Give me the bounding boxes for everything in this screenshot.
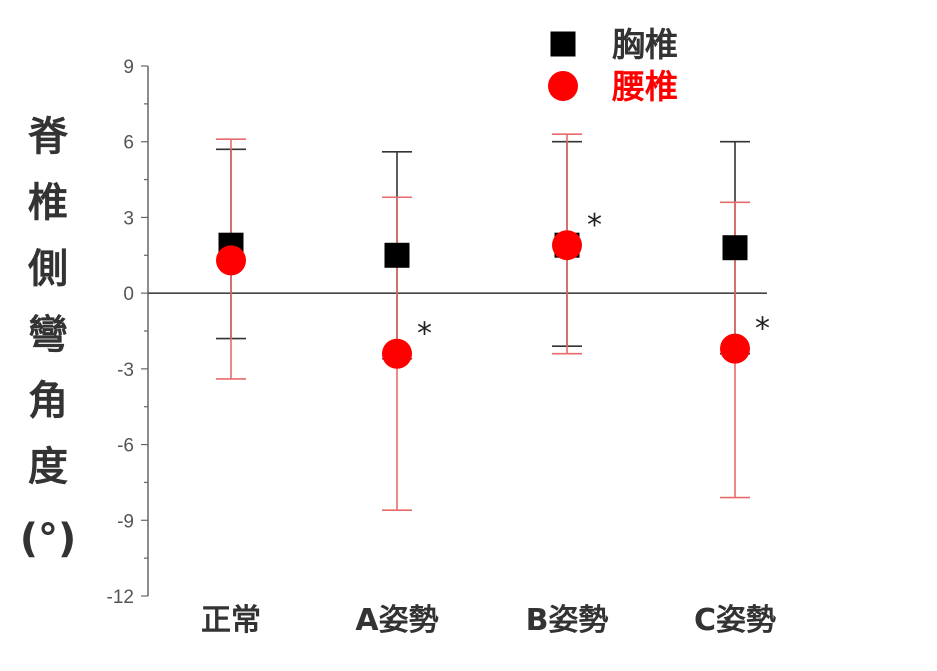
data-point-lumbar	[720, 333, 750, 364]
significance-star: *	[755, 312, 770, 347]
y-tick-label: -12	[107, 587, 134, 608]
y-axis-label-char: 角	[28, 378, 68, 424]
legend-label: 胸椎	[612, 25, 678, 64]
y-axis: 9 6 3 0 -3 -6 -9 -12	[107, 57, 149, 608]
x-category-label: C姿勢	[694, 603, 776, 638]
y-axis-label-char: 椎	[28, 180, 68, 226]
legend-label: 腰椎	[612, 67, 678, 106]
significance-markers: * * *	[417, 208, 770, 352]
x-category-label: 正常	[201, 603, 261, 638]
y-tick-label: 0	[123, 284, 134, 305]
x-axis-categories: 正常 A姿勢 B姿勢 C姿勢	[201, 603, 776, 638]
data-point-lumbar	[382, 338, 412, 369]
y-tick-label: 6	[123, 133, 134, 154]
y-axis-label-char: 側	[27, 246, 68, 292]
x-category-label: A姿勢	[355, 603, 438, 638]
y-axis-label-unit: (°)	[20, 516, 77, 562]
y-tick-label: -3	[117, 360, 134, 381]
significance-star: *	[417, 317, 432, 352]
legend-marker-square	[550, 31, 576, 57]
y-tick-label: 3	[123, 208, 134, 229]
y-tick-label: -9	[117, 511, 134, 532]
x-category-label: B姿勢	[526, 603, 609, 638]
data-point-lumbar	[216, 245, 246, 276]
data-point-thoracic	[384, 242, 410, 268]
data-point-thoracic	[722, 235, 748, 261]
data-markers	[216, 230, 750, 369]
error-bars	[216, 133, 750, 511]
y-tick-label: -6	[117, 436, 134, 457]
legend-marker-circle	[548, 71, 578, 101]
y-axis-label-char: 彎	[28, 312, 68, 358]
significance-star: *	[587, 208, 602, 243]
y-axis-label-char: 脊	[28, 114, 69, 160]
data-point-lumbar	[552, 230, 582, 261]
y-tick-label: 9	[123, 57, 134, 78]
y-axis-label-char: 度	[28, 444, 68, 490]
